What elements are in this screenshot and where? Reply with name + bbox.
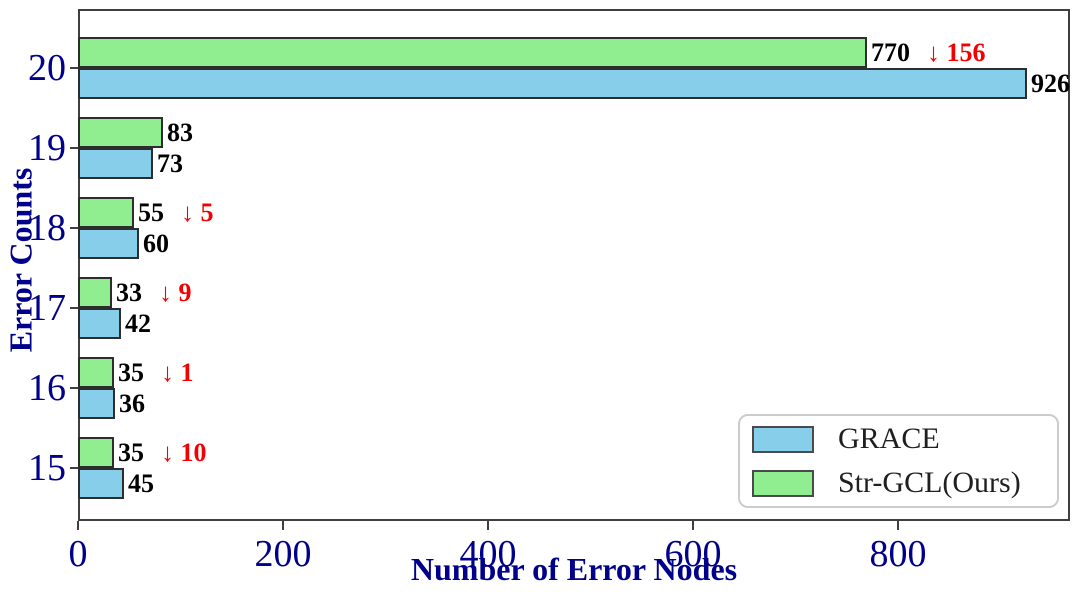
x-tick-label: 600 — [664, 533, 722, 575]
legend-entry-grace: GRACE — [752, 422, 1057, 456]
x-axis-title: Number of Error Nodes — [410, 551, 738, 587]
bar-value-label: 55 — [138, 198, 164, 227]
bar-str-gcl-ours-15 — [78, 437, 114, 468]
y-tick-label: 17 — [28, 287, 66, 329]
delta-annotation: ↓ 9 — [159, 278, 192, 307]
bar-value-label: 36 — [119, 389, 145, 418]
delta-annotation: ↓ 5 — [181, 198, 214, 227]
delta-annotation: ↓ 156 — [927, 38, 986, 67]
bar-grace-15 — [78, 468, 124, 499]
x-tick-label: 0 — [68, 533, 88, 575]
delta-annotation: ↓ 10 — [161, 438, 207, 467]
bar-value-label: 73 — [157, 149, 183, 178]
x-tick-label: 400 — [459, 533, 517, 575]
y-tick-mark — [70, 67, 78, 69]
bar-value-label: 35 — [118, 358, 144, 387]
x-tick-mark — [77, 521, 79, 530]
bar-str-gcl-ours-19 — [78, 117, 163, 148]
bar-grace-20 — [78, 68, 1027, 99]
bar-grace-18 — [78, 228, 139, 259]
bar-value-label: 83 — [167, 118, 193, 147]
bar-value-label: 35 — [118, 438, 144, 467]
y-tick-label: 16 — [28, 367, 66, 409]
y-tick-mark — [70, 227, 78, 229]
x-tick-mark — [282, 521, 284, 530]
x-tick-mark — [692, 521, 694, 530]
bar-value-label: 42 — [125, 309, 151, 338]
bar-str-gcl-ours-20 — [78, 37, 867, 68]
x-tick-mark — [487, 521, 489, 530]
bar-grace-16 — [78, 388, 115, 419]
legend-entry-str-gcl-ours: Str-GCL(Ours) — [752, 466, 1057, 500]
bar-str-gcl-ours-17 — [78, 277, 112, 308]
legend-label-str-gcl-ours: Str-GCL(Ours) — [838, 466, 1021, 499]
bar-grace-17 — [78, 308, 121, 339]
bar-value-label: 45 — [128, 469, 154, 498]
bar-str-gcl-ours-16 — [78, 357, 114, 388]
y-tick-mark — [70, 467, 78, 469]
y-tick-label: 15 — [28, 447, 66, 489]
bar-grace-19 — [78, 148, 153, 179]
x-tick-label: 200 — [254, 533, 312, 575]
y-tick-label: 19 — [28, 127, 66, 169]
bar-value-label: 60 — [143, 229, 169, 258]
legend-swatch-grace — [752, 425, 814, 453]
y-tick-mark — [70, 387, 78, 389]
bar-value-label: 926 — [1031, 69, 1070, 98]
delta-annotation: ↓ 1 — [161, 358, 194, 387]
bar-str-gcl-ours-18 — [78, 197, 134, 228]
y-tick-mark — [70, 307, 78, 309]
bar-value-label: 770 — [871, 38, 910, 67]
y-tick-label: 20 — [28, 47, 66, 89]
legend-swatch-str-gcl-ours — [752, 469, 814, 497]
y-tick-label: 18 — [28, 207, 66, 249]
legend: GRACE Str-GCL(Ours) — [738, 414, 1059, 508]
x-tick-mark — [897, 521, 899, 530]
bar-value-label: 33 — [116, 278, 142, 307]
x-tick-label: 800 — [869, 533, 927, 575]
y-tick-mark — [70, 147, 78, 149]
legend-label-grace: GRACE — [838, 422, 940, 455]
